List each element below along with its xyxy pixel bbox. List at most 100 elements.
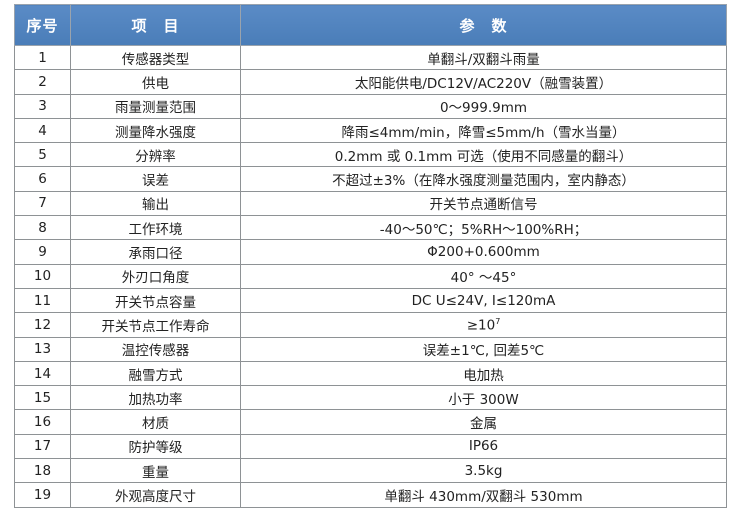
- cell-param: 开关节点通断信号: [240, 190, 727, 217]
- table-row: 5 分辨率 0.2mm 或 0.1mm 可选（使用不同感量的翻斗）: [14, 142, 727, 168]
- item-text: 外刃口角度: [121, 270, 190, 287]
- no-text: 3: [38, 98, 47, 115]
- item-text: 防护等级: [128, 440, 183, 457]
- table-row: 15 加热功率 小于 300W: [14, 385, 727, 411]
- no-text: 8: [38, 219, 47, 236]
- no-text: 12: [33, 316, 52, 333]
- param-text: 单翻斗 430mm/双翻斗 530mm: [384, 488, 583, 505]
- cell-no: 19: [14, 482, 71, 508]
- param-text: 误差±1℃, 回差5℃: [422, 343, 545, 360]
- cell-param: 0.2mm 或 0.1mm 可选（使用不同感量的翻斗）: [240, 142, 727, 168]
- header-item: 项 目: [70, 4, 241, 46]
- param-text: IP66: [468, 438, 499, 455]
- no-text: 16: [33, 414, 52, 431]
- cell-item: 承雨口径: [70, 239, 241, 265]
- cell-no: 16: [14, 409, 71, 435]
- item-text: 供电: [142, 75, 169, 92]
- header-row: 序号 项 目 参 数: [14, 4, 727, 46]
- cell-no: 8: [14, 215, 71, 241]
- cell-item: 材质: [70, 409, 241, 435]
- param-text: 3.5kg: [464, 462, 503, 479]
- cell-item: 外观高度尺寸: [70, 482, 241, 508]
- table-row: 4 测量降水强度 降雨≤4mm/min，降雪≤5mm/h（雪水当量）: [14, 117, 727, 144]
- cell-no: 3: [14, 93, 71, 119]
- table-row: 6 误差 不超过±3%（在降水强度测量范围内，室内静态）: [14, 166, 727, 192]
- cell-no: 13: [14, 336, 71, 362]
- no-text: 14: [33, 365, 52, 382]
- cell-item: 开关节点工作寿命: [70, 312, 241, 338]
- cell-no: 9: [14, 239, 71, 265]
- item-text: 传感器类型: [121, 51, 190, 68]
- table-row: 3 雨量测量范围 0～999.9mm: [14, 93, 727, 119]
- cell-no: 1: [14, 44, 71, 71]
- no-text: 17: [33, 438, 52, 455]
- cell-item: 测量降水强度: [70, 117, 241, 144]
- table-row: 19 外观高度尺寸 单翻斗 430mm/双翻斗 530mm: [14, 482, 727, 508]
- item-text: 雨量测量范围: [115, 100, 196, 117]
- cell-param: 降雨≤4mm/min，降雪≤5mm/h（雪水当量）: [240, 117, 727, 144]
- cell-item: 工作环境: [70, 215, 241, 241]
- table-row: 9 承雨口径 Φ200+0.600mm: [14, 239, 727, 265]
- cell-no: 5: [14, 142, 71, 168]
- cell-param: DC U≤24V, I≤120mA: [240, 287, 727, 314]
- cell-item: 输出: [70, 190, 241, 217]
- no-text: 1: [38, 49, 47, 66]
- item-text: 承雨口径: [128, 246, 183, 263]
- item-text: 输出: [142, 197, 169, 214]
- table-row: 7 输出 开关节点通断信号: [14, 190, 727, 217]
- header-param: 参 数: [240, 4, 727, 46]
- cell-param: ≥107: [240, 312, 727, 338]
- cell-param: Φ200+0.600mm: [240, 239, 727, 265]
- table-row: 14 融雪方式 电加热: [14, 360, 727, 387]
- cell-item: 雨量测量范围: [70, 93, 241, 119]
- param-text: Φ200+0.600mm: [427, 244, 540, 261]
- no-text: 2: [38, 73, 47, 90]
- cell-param: -40～50℃；5%RH～100%RH；: [240, 215, 727, 241]
- table-row: 12 开关节点工作寿命 ≥107: [14, 312, 727, 338]
- cell-no: 7: [14, 190, 71, 217]
- table-row: 13 温控传感器 误差±1℃, 回差5℃: [14, 336, 727, 362]
- cell-item: 供电: [70, 69, 241, 95]
- cell-item: 重量: [70, 458, 241, 484]
- cell-param: 误差±1℃, 回差5℃: [240, 336, 727, 362]
- cell-no: 4: [14, 117, 71, 144]
- cell-item: 融雪方式: [70, 360, 241, 387]
- no-text: 6: [38, 171, 47, 188]
- no-text: 13: [33, 341, 52, 358]
- cell-item: 误差: [70, 166, 241, 192]
- cell-no: 18: [14, 458, 71, 484]
- param-text: 小于 300W: [448, 391, 519, 408]
- param-text: 0～999.9mm: [439, 100, 528, 117]
- no-text: 19: [33, 486, 52, 503]
- table-row: 1 传感器类型 单翻斗/双翻斗雨量: [14, 44, 727, 71]
- item-text: 开关节点容量: [115, 294, 196, 311]
- cell-no: 15: [14, 385, 71, 411]
- table-row: 17 防护等级 IP66: [14, 433, 727, 460]
- cell-param: 电加热: [240, 360, 727, 387]
- item-text: 分辨率: [135, 148, 176, 165]
- cell-item: 分辨率: [70, 142, 241, 168]
- no-text: 10: [33, 268, 52, 285]
- cell-no: 17: [14, 433, 71, 460]
- param-text: ≥10: [466, 317, 496, 334]
- cell-no: 6: [14, 166, 71, 192]
- cell-param: 40° ～45°: [240, 263, 727, 289]
- cell-no: 2: [14, 69, 71, 95]
- param-text: 金属: [470, 416, 497, 433]
- table-row: 8 工作环境 -40～50℃；5%RH～100%RH；: [14, 215, 727, 241]
- item-text: 开关节点工作寿命: [101, 318, 210, 335]
- item-text: 测量降水强度: [115, 124, 196, 141]
- superscript: 7: [495, 316, 501, 326]
- item-text: 温控传感器: [121, 343, 190, 360]
- cell-param: 3.5kg: [240, 458, 727, 484]
- item-text: 加热功率: [128, 391, 183, 408]
- cell-param: 金属: [240, 409, 727, 435]
- cell-param: 太阳能供电/DC12V/AC220V（融雪装置）: [240, 69, 727, 95]
- cell-param: 单翻斗 430mm/双翻斗 530mm: [240, 482, 727, 508]
- no-text: 9: [38, 244, 47, 261]
- no-text: 15: [33, 389, 52, 406]
- cell-param: 单翻斗/双翻斗雨量: [240, 44, 727, 71]
- no-text: 7: [38, 195, 47, 212]
- cell-param: IP66: [240, 433, 727, 460]
- no-text: 5: [38, 146, 47, 163]
